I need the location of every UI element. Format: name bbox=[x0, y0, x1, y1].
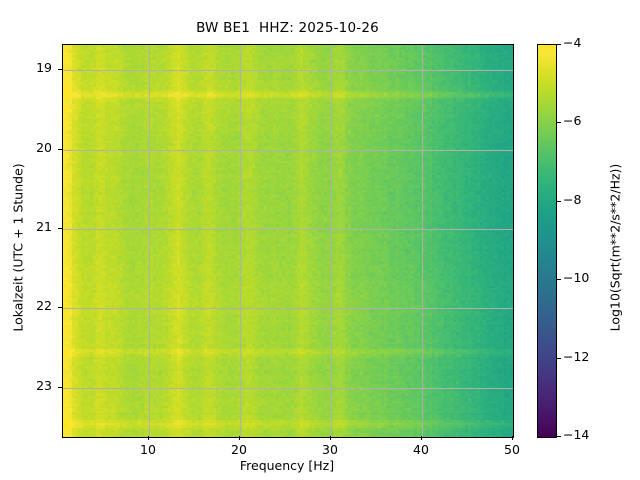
x-axis-tick bbox=[512, 436, 513, 440]
colorbar-tick-label: −10 bbox=[563, 270, 590, 285]
y-axis-label: Lokalzeit (UTC + 1 Stunde) bbox=[10, 163, 26, 332]
y-axis-tick bbox=[58, 69, 62, 70]
colorbar-tick bbox=[557, 279, 561, 280]
y-axis-tick-label: 22 bbox=[36, 298, 52, 313]
colorbar-tick bbox=[557, 201, 561, 202]
y-axis-tick bbox=[58, 387, 62, 388]
x-axis-label: Frequency [Hz] bbox=[239, 458, 335, 473]
y-axis-tick-label: 23 bbox=[36, 378, 52, 393]
colorbar-axes bbox=[537, 44, 557, 438]
colorbar-gradient bbox=[538, 45, 556, 437]
figure-title: BW BE1 HHZ: 2025-10-26 bbox=[196, 20, 379, 36]
colorbar-tick-label: −4 bbox=[563, 35, 582, 50]
x-axis-tick bbox=[330, 436, 331, 440]
y-axis-tick-label: 19 bbox=[36, 60, 52, 75]
x-axis-tick bbox=[421, 436, 422, 440]
x-axis-tick bbox=[148, 436, 149, 440]
x-axis-tick-label: 20 bbox=[231, 442, 247, 457]
x-axis-tick-label: 50 bbox=[504, 442, 520, 457]
colorbar-tick-label: −8 bbox=[563, 192, 582, 207]
x-axis-tick-label: 30 bbox=[322, 442, 338, 457]
y-axis-tick bbox=[58, 307, 62, 308]
x-axis-tick-label: 40 bbox=[413, 442, 429, 457]
colorbar-label: Log10(Sqrt(m**2/s**2/Hz)) bbox=[607, 163, 623, 332]
colorbar-tick bbox=[557, 122, 561, 123]
y-axis-tick-label: 21 bbox=[36, 219, 52, 234]
colorbar-tick-label: −14 bbox=[563, 427, 590, 442]
y-axis-tick bbox=[58, 228, 62, 229]
colorbar-tick bbox=[557, 436, 561, 437]
colorbar-tick-label: −6 bbox=[563, 113, 582, 128]
x-axis-tick bbox=[239, 436, 240, 440]
spectrogram-image bbox=[63, 45, 513, 437]
colorbar-tick bbox=[557, 358, 561, 359]
y-axis-tick-label: 20 bbox=[36, 140, 52, 155]
x-axis-tick-label: 10 bbox=[140, 442, 156, 457]
y-axis-tick bbox=[58, 149, 62, 150]
colorbar-tick-label: −12 bbox=[563, 349, 590, 364]
spectrogram-axes bbox=[62, 44, 514, 438]
colorbar-tick bbox=[557, 44, 561, 45]
gridline-vertical bbox=[513, 45, 514, 437]
